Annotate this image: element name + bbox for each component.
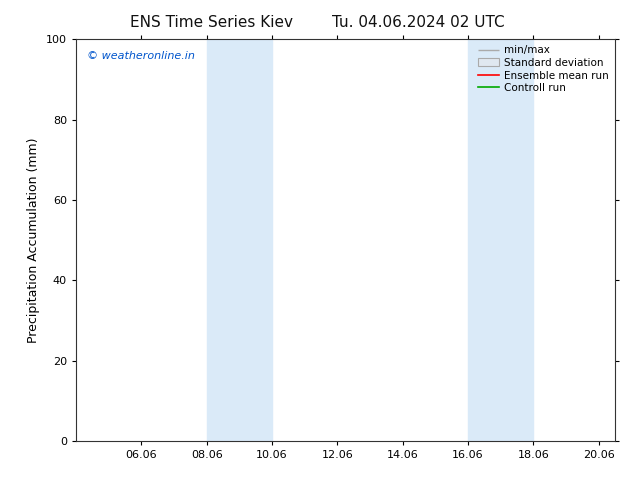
Y-axis label: Precipitation Accumulation (mm): Precipitation Accumulation (mm)	[27, 137, 41, 343]
Text: ENS Time Series Kiev        Tu. 04.06.2024 02 UTC: ENS Time Series Kiev Tu. 04.06.2024 02 U…	[130, 15, 504, 30]
Bar	[468, 39, 533, 441]
Bar	[207, 39, 272, 441]
Legend: min/max, Standard deviation, Ensemble mean run, Controll run: min/max, Standard deviation, Ensemble me…	[475, 42, 612, 97]
Text: © weatheronline.in: © weatheronline.in	[87, 51, 195, 61]
